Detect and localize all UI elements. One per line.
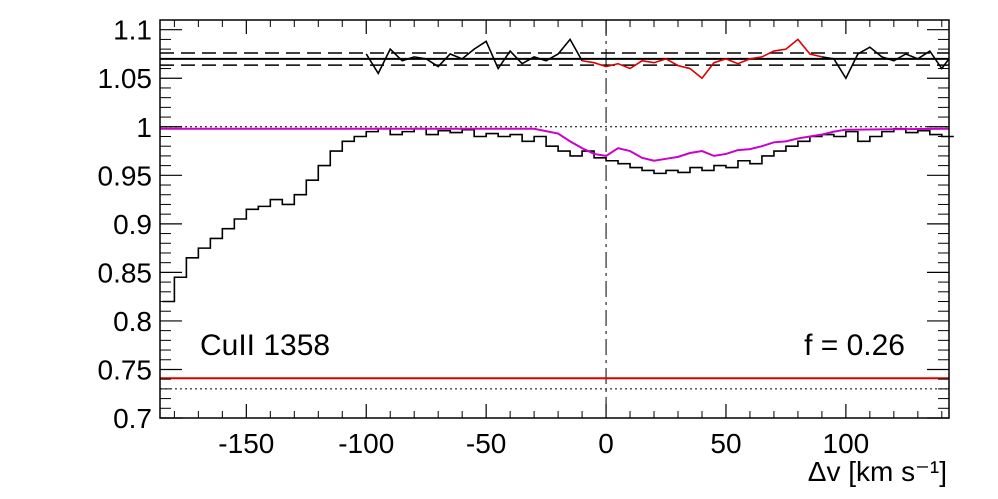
- x-tick-label: -100: [338, 428, 394, 459]
- f-label: f = 0.26: [804, 329, 905, 362]
- x-tick-label: -150: [218, 428, 274, 459]
- y-tick-label: 0.8: [113, 306, 152, 337]
- y-tick-label: 0.95: [98, 160, 153, 191]
- y-tick-label: 1.05: [98, 63, 153, 94]
- plot-frame: [159, 19, 950, 419]
- axis-ticks: [160, 19, 949, 419]
- x-tick-label: -50: [466, 428, 506, 459]
- y-tick-label: 0.75: [98, 354, 153, 385]
- x-tick-label: 50: [710, 428, 741, 459]
- y-tick-label: 1.1: [113, 15, 152, 46]
- y-tick-label: 0.9: [113, 209, 152, 240]
- series-residual: [821, 46, 950, 80]
- series-model: [160, 127, 950, 162]
- y-tick-label: 0.85: [98, 257, 153, 288]
- y-tick-label: 0.7: [113, 403, 152, 434]
- y-tick-label: 1: [136, 112, 152, 143]
- x-tick-label: 100: [823, 428, 870, 459]
- series-flux: [162, 127, 954, 303]
- data-series: [160, 38, 954, 380]
- reference-lines: [160, 20, 949, 418]
- axis-tick-labels: -150 -100 -50 0 50 100 0.7 0.75 0.8 0.85 0.9 0.95 1 1…: [98, 15, 870, 459]
- ion-label: CuII 1358: [200, 329, 330, 362]
- series-residual-fit-region: [581, 38, 823, 80]
- series-residual: [365, 38, 583, 76]
- x-tick-label: 0: [598, 428, 614, 459]
- x-axis-title: Δv [km s⁻¹]: [808, 456, 947, 487]
